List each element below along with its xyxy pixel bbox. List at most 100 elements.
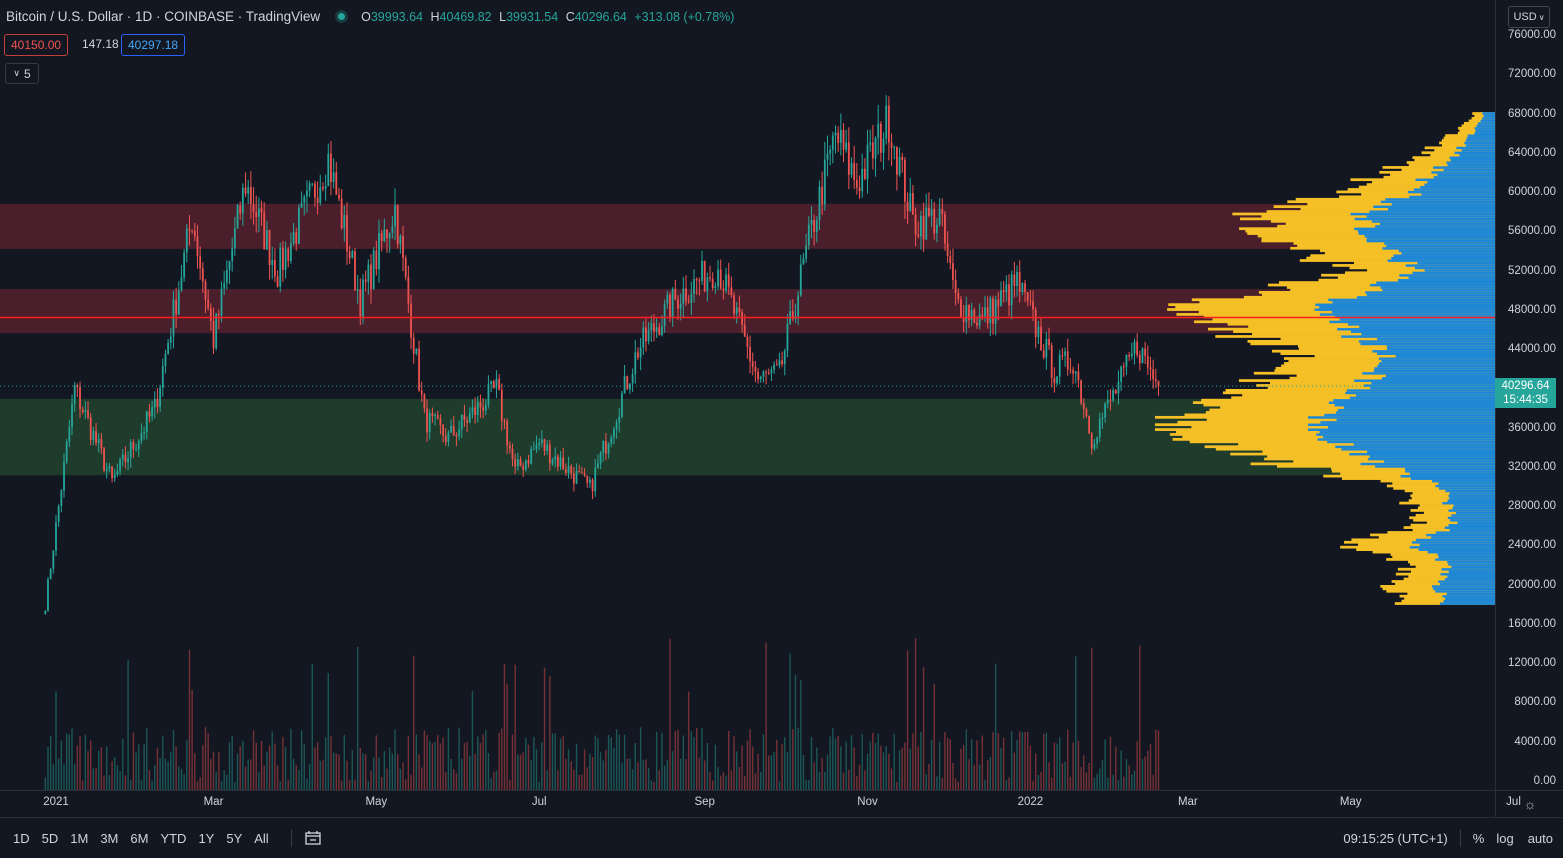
volume-bar (904, 742, 906, 790)
candle-body (621, 393, 623, 417)
candle-body (177, 290, 180, 315)
volume-bar (914, 638, 917, 790)
candle-body (65, 441, 68, 462)
symbol-title[interactable]: Bitcoin / U.S. Dollar · 1D · COINBASE · … (6, 9, 321, 24)
candle-body (49, 568, 52, 580)
utc-clock[interactable]: 09:15:25 (UTC+1) (1343, 830, 1448, 846)
candle-body (786, 324, 789, 351)
candle-body (153, 398, 156, 408)
volume-bar (439, 743, 442, 790)
auto-scale-toggle[interactable]: auto (1527, 830, 1553, 846)
profile-bar-up (1347, 322, 1495, 326)
candle-body (885, 105, 888, 139)
volume-bar (290, 728, 292, 790)
volume-bar (733, 736, 735, 790)
profile-bar-up (1480, 119, 1495, 123)
candle-body (290, 243, 292, 261)
volume-bar (1085, 772, 1088, 790)
candle-body (1098, 418, 1101, 438)
candle-body (847, 142, 850, 175)
indicators-toggle-button[interactable]: ∨ 5 (5, 63, 39, 84)
price-tick: 52000.00 (1508, 264, 1556, 277)
volume-bar (351, 750, 354, 790)
sell-button[interactable]: 40150.00 (4, 34, 69, 56)
profile-bar-up (1382, 288, 1495, 292)
profile-bar-up (1374, 366, 1495, 370)
candle-body (188, 228, 191, 231)
profile-bar-up (1308, 423, 1495, 427)
candle-body (236, 205, 239, 229)
volume-bar (695, 727, 698, 790)
date-range-button[interactable] (304, 830, 322, 846)
profile-bar-up (1443, 168, 1495, 172)
volume-bar (250, 759, 252, 790)
range-button-ytd[interactable]: YTD (160, 830, 187, 846)
candle-body (938, 209, 941, 225)
profile-bar-up (1373, 369, 1495, 373)
volume-bar (663, 765, 666, 790)
candle-body (837, 132, 840, 143)
candle-body (661, 326, 663, 336)
candle-body (933, 209, 936, 234)
profile-bar-up (1451, 565, 1495, 569)
candle-body (524, 460, 527, 470)
profile-bar-up (1339, 317, 1495, 321)
candle-body (1058, 355, 1061, 377)
price-chart[interactable] (0, 0, 1495, 790)
profile-bar-up (1449, 496, 1495, 500)
time-tick: 2021 (43, 796, 69, 808)
volume-bar (479, 743, 482, 790)
profile-bar-up (1323, 435, 1495, 439)
log-scale-toggle[interactable]: log (1496, 830, 1514, 846)
range-button-1y[interactable]: 1Y (198, 830, 215, 846)
volume-bar (703, 760, 706, 790)
candle-body (992, 298, 994, 324)
volume-bar (690, 731, 693, 790)
candle-body (225, 269, 228, 284)
profile-bar-up (1319, 313, 1495, 316)
profile-bar-up (1448, 562, 1495, 566)
profile-bar-up (1381, 359, 1495, 363)
candle-body (554, 456, 557, 460)
chart-pane[interactable]: Bitcoin / U.S. Dollar · 1D · COINBASE · … (0, 0, 1495, 790)
profile-bar-up (1314, 308, 1495, 311)
volume-bar (1088, 762, 1090, 790)
volume-bar (434, 741, 436, 790)
volume-bar (770, 755, 773, 790)
buy-button[interactable]: 40297.18 (121, 34, 186, 56)
profile-bar-up (1365, 291, 1495, 294)
price-tick: 20000.00 (1508, 578, 1556, 591)
volume-bar (1155, 729, 1157, 790)
percent-scale-toggle[interactable]: % (1472, 830, 1485, 846)
volume-bar (90, 740, 92, 790)
range-button-3m[interactable]: 3M (100, 830, 119, 846)
volume-bar (1067, 729, 1069, 790)
chart-settings-button[interactable]: ☼ (1495, 790, 1563, 817)
candle-body (874, 137, 877, 159)
range-button-1m[interactable]: 1M (70, 830, 89, 846)
candle-body (706, 277, 709, 292)
candle-body (890, 142, 893, 148)
volume-bar (784, 737, 786, 790)
range-button-1d[interactable]: 1D (13, 830, 30, 846)
volume-bar (1045, 732, 1048, 790)
volume-bar (466, 741, 468, 790)
candle-body (73, 385, 76, 404)
candle-body (1114, 390, 1117, 394)
range-button-6m[interactable]: 6M (130, 830, 149, 846)
open-value: 39993.64 (370, 9, 423, 24)
candle-body (613, 429, 615, 438)
volume-bar (848, 769, 850, 790)
candle-body (506, 421, 509, 446)
candle-body (76, 385, 79, 388)
currency-selector[interactable]: USD ∨ (1508, 6, 1550, 28)
range-button-5y[interactable]: 5Y (226, 830, 243, 846)
volume-bar (463, 742, 466, 790)
volume-bar (1075, 656, 1077, 790)
time-axis[interactable]: 2021 Mar May Jul Sep Nov 2022 Mar May Jul (0, 790, 1521, 817)
volume-bar (930, 739, 933, 790)
range-button-5d[interactable]: 5D (41, 830, 59, 846)
volume-bar (1128, 765, 1130, 790)
candle-body (1120, 366, 1123, 382)
range-button-all[interactable]: All (254, 830, 269, 846)
